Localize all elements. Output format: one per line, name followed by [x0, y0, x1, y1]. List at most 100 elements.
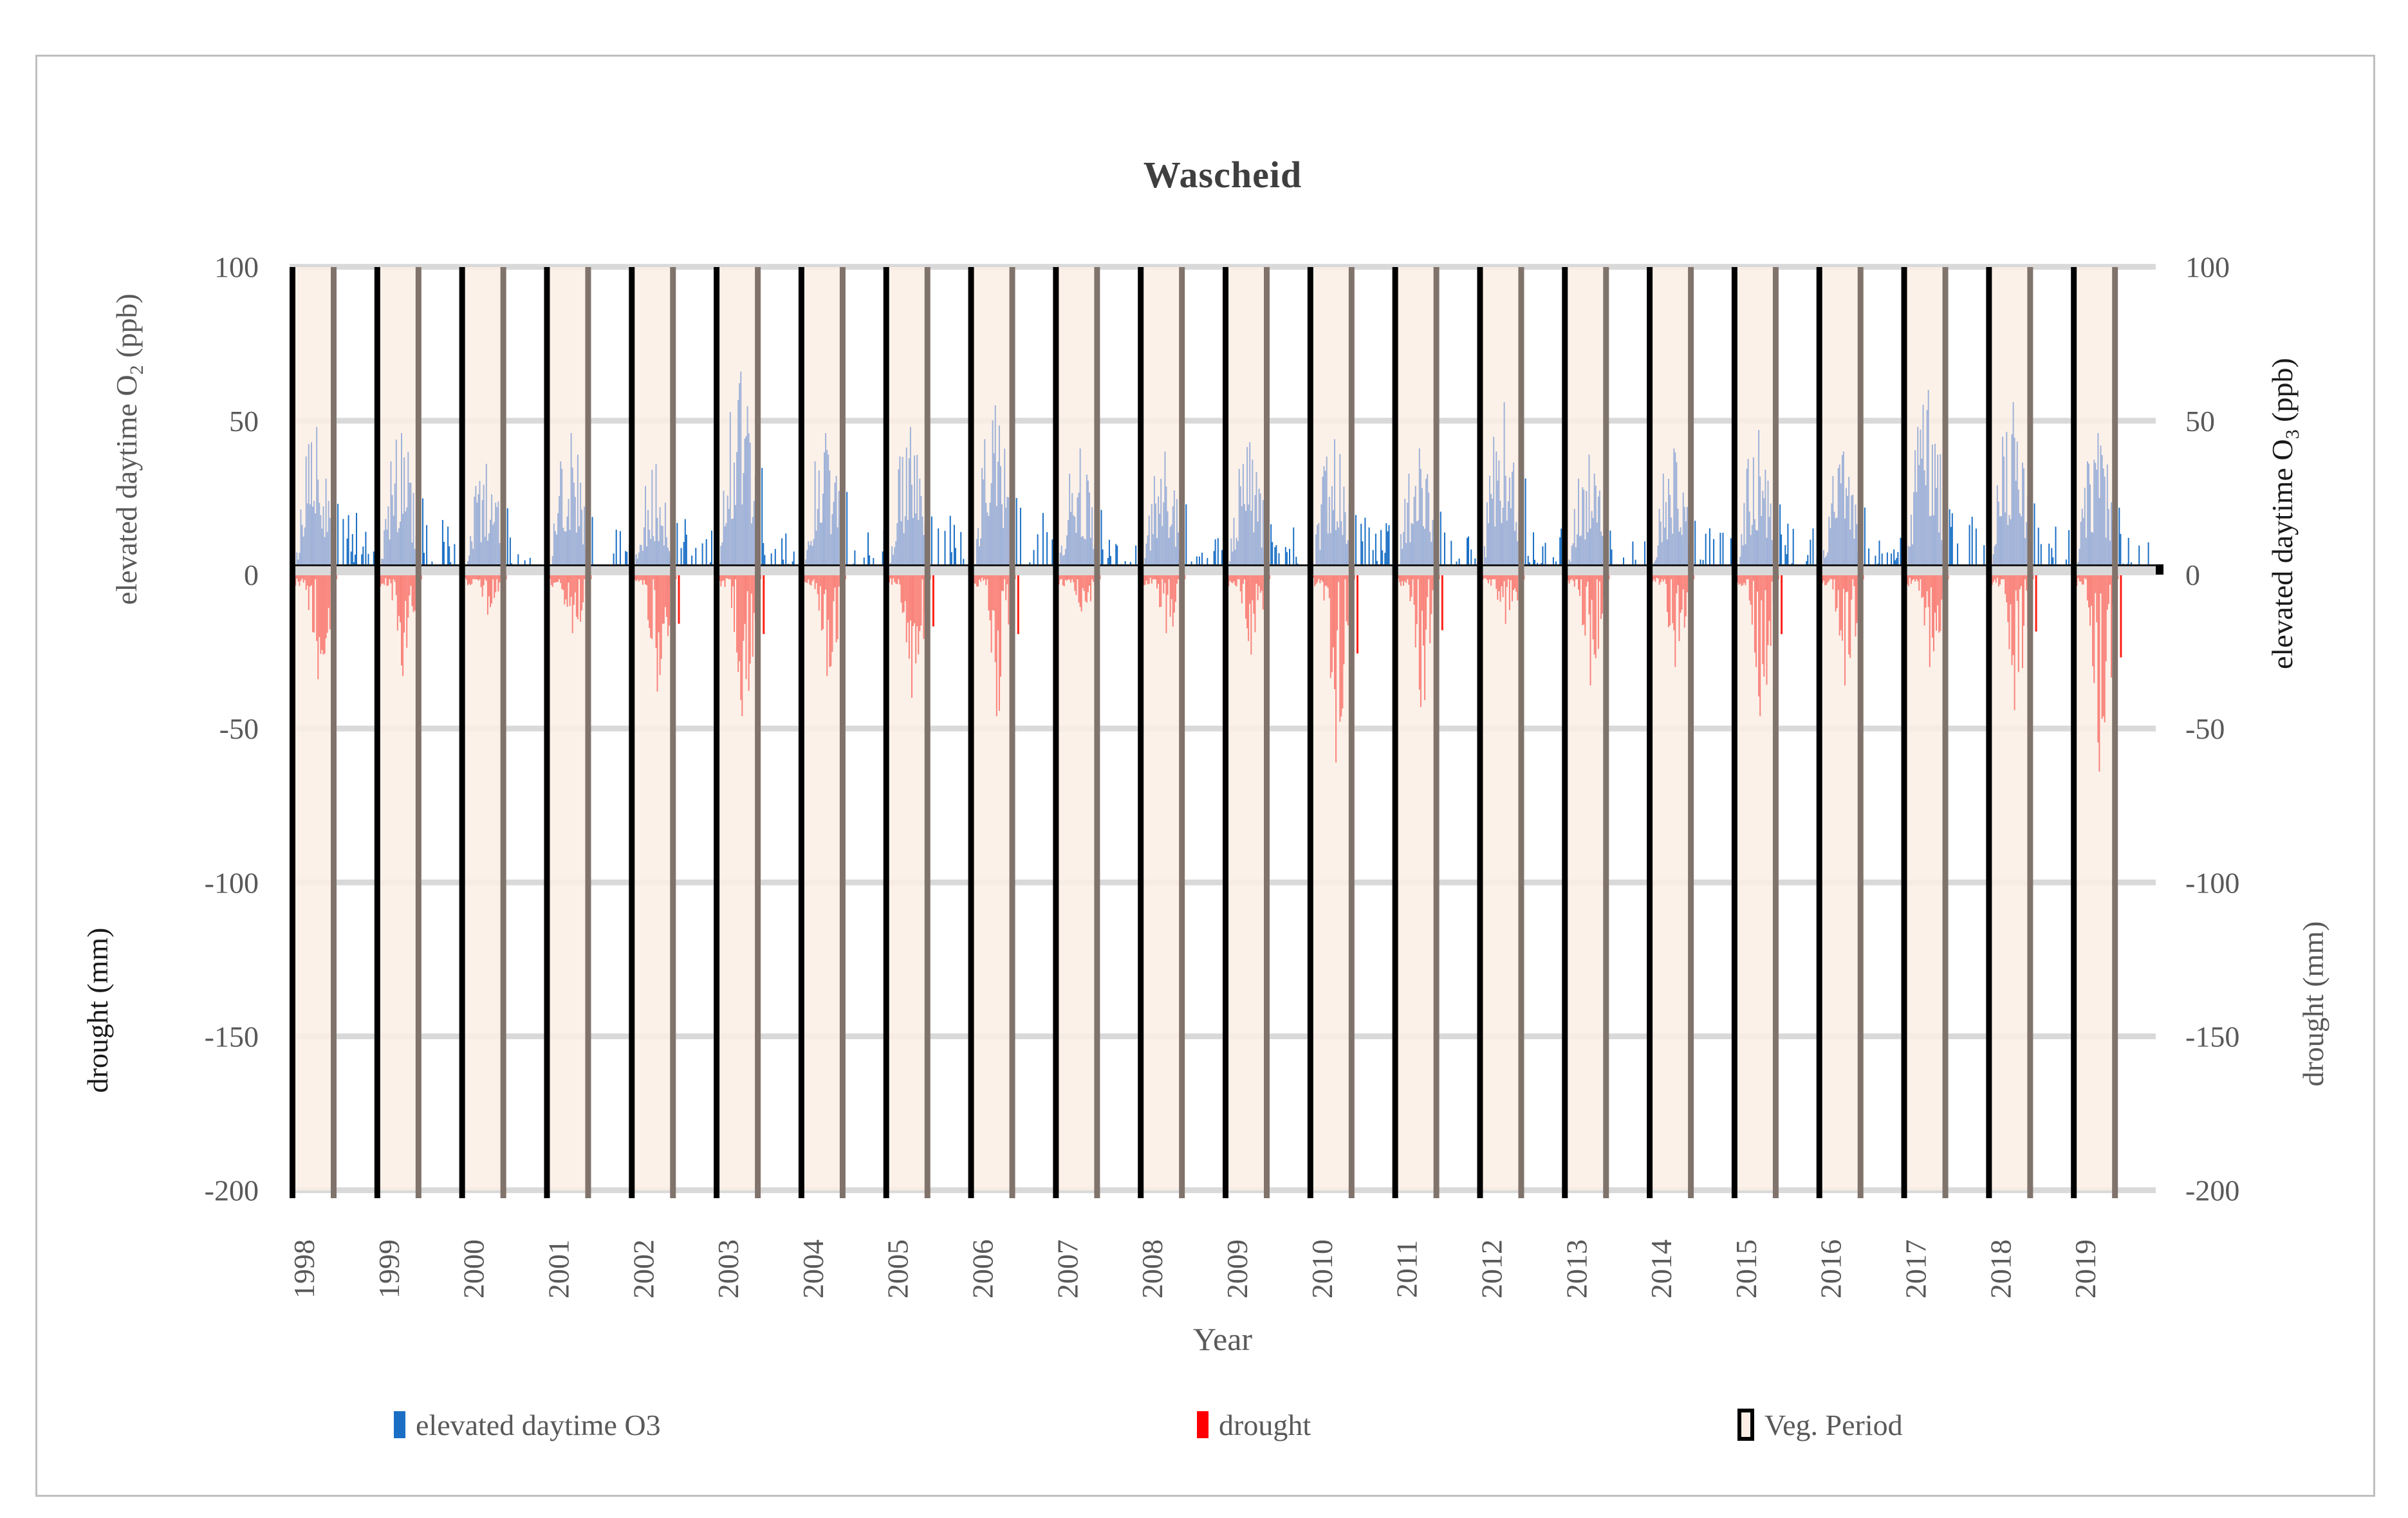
o3-bar: [753, 501, 755, 564]
drought-bar: [1766, 575, 1768, 685]
o3-bar: [903, 533, 905, 564]
drought-bar: [1506, 575, 1508, 588]
o3-bar: [869, 555, 871, 564]
o3-bar: [1792, 528, 1794, 564]
drought-bar: [977, 575, 979, 587]
drought-bar: [1921, 575, 1923, 598]
o3-bar: [495, 503, 497, 564]
o3-bar: [486, 541, 488, 564]
o3-bar: [1766, 537, 1768, 564]
drought-bar: [1996, 575, 1998, 578]
o3-bar: [658, 541, 660, 564]
o3-bar: [1592, 518, 1594, 564]
drought-bar: [1338, 575, 1340, 582]
drought-bar: [1499, 575, 1501, 602]
drought-bar: [2100, 575, 2102, 594]
o3-bar: [2026, 522, 2028, 564]
o3-bar: [511, 563, 512, 564]
drought-bar: [656, 575, 658, 692]
drought-bar: [491, 575, 493, 604]
drought-bar: [1851, 575, 1853, 600]
x-tick-label-year: 2008: [1136, 1239, 1169, 1299]
o3-bar: [820, 523, 822, 564]
o3-bar: [423, 553, 425, 564]
o3-bar: [575, 532, 577, 564]
o3-bar: [1583, 489, 1585, 564]
o3-bar: [1930, 515, 1932, 564]
drought-bar: [1153, 575, 1155, 580]
o3-bar: [1673, 448, 1675, 564]
drought-bar: [1403, 575, 1405, 586]
drought-bar: [1909, 575, 1911, 578]
o3-bar: [560, 461, 562, 564]
drought-bar: [495, 575, 497, 593]
drought-bar: [976, 575, 977, 587]
o3-bar: [1896, 558, 1898, 564]
veg-period-right-border: [415, 267, 421, 1198]
drought-bar: [301, 575, 303, 579]
o3-bar: [414, 549, 416, 564]
o3-bar: [908, 458, 910, 564]
o3-bar: [2095, 463, 2097, 564]
drought-bar: [981, 575, 983, 578]
o3-bar: [313, 501, 315, 564]
o3-bar: [1338, 527, 1340, 564]
drought-bar: [808, 575, 810, 580]
o3-bar: [732, 518, 734, 564]
drought-bar: [833, 575, 835, 602]
o3-bar: [1190, 561, 1192, 564]
o3-bar: [988, 515, 990, 564]
drought-bar: [813, 575, 815, 580]
o3-bar: [1417, 520, 1419, 564]
o3-bar: [1207, 558, 1209, 564]
drought-bar: [740, 575, 742, 700]
o3-bar: [354, 554, 356, 564]
o3-bar: [1168, 538, 1170, 564]
o3-bar: [1156, 538, 1158, 564]
o3-bar: [1917, 427, 1919, 564]
drought-bar: [1668, 575, 1669, 627]
drought-bar: [647, 575, 649, 620]
o3-bar: [734, 462, 735, 564]
drought-bar: [1823, 575, 1824, 581]
o3-bar: [1512, 471, 1513, 564]
o3-bar: [1402, 548, 1403, 564]
x-tick-labels: 1998 1999 2000 2001 2002 2003 2004 2005 2006 2007…: [288, 1239, 2102, 1299]
y-tick-label-right: 100: [2185, 251, 2230, 284]
drought-bar: [1411, 575, 1412, 597]
veg-period-band: [804, 267, 840, 1190]
drought-bar: [983, 575, 985, 581]
o3-bar: [835, 476, 837, 564]
o3-bar: [1429, 532, 1431, 564]
drought-bar: [1579, 575, 1580, 596]
o3-bar: [1070, 512, 1072, 564]
o3-bar: [1253, 532, 1255, 564]
drought-bar: [1913, 575, 1915, 579]
o3-bar: [391, 495, 393, 564]
o3-bar: [1485, 557, 1486, 564]
o3-bar: [1568, 559, 1570, 564]
x-axis-end-tick: [2156, 564, 2163, 575]
drought-bar: [1853, 575, 1855, 586]
o3-bar: [1380, 530, 1382, 564]
o3-bar: [1848, 476, 1850, 564]
o3-bar: [1501, 523, 1503, 564]
drought-bar: [1997, 575, 1999, 587]
o3-bar: [669, 551, 671, 564]
drought-bar: [1925, 575, 1927, 608]
drought-bar: [891, 575, 893, 585]
o3-bar: [2005, 512, 2006, 564]
axis-title-subscript: 2: [126, 365, 148, 375]
o3-bar: [976, 539, 977, 564]
o3-bar: [1470, 549, 1472, 564]
o3-bar: [475, 486, 477, 564]
drought-bar: [1184, 575, 1186, 580]
o3-bar: [1249, 442, 1251, 564]
o3-bar: [1623, 557, 1624, 564]
drought-bar: [1512, 575, 1513, 602]
o3-bar: [763, 542, 764, 564]
o3-bar: [1514, 531, 1516, 564]
drought-bar: [1017, 575, 1019, 634]
drought-bar: [477, 575, 479, 581]
drought-bar: [2012, 575, 2014, 655]
